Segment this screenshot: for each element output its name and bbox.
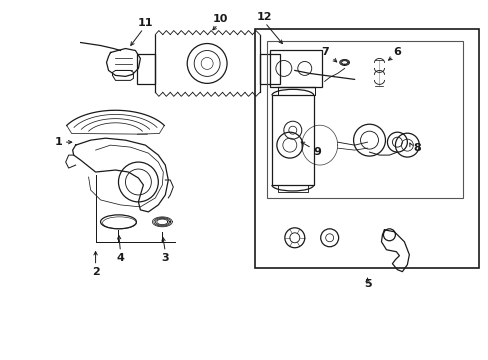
- Bar: [137, 54, 155, 84]
- Text: 1: 1: [55, 137, 62, 147]
- Text: 8: 8: [413, 143, 420, 153]
- Bar: [266, 41, 462, 198]
- Bar: [271, 95, 313, 185]
- Bar: [260, 54, 279, 84]
- Text: 11: 11: [137, 18, 153, 28]
- Text: 12: 12: [257, 12, 272, 22]
- Bar: [254, 28, 478, 268]
- Text: 3: 3: [161, 253, 169, 263]
- Text: 4: 4: [116, 253, 124, 263]
- Text: 9: 9: [313, 147, 321, 157]
- Text: 10: 10: [212, 14, 227, 24]
- Text: 7: 7: [320, 48, 328, 58]
- Text: 5: 5: [363, 279, 370, 289]
- Text: 6: 6: [393, 48, 401, 58]
- Text: 2: 2: [92, 267, 99, 276]
- Bar: [269, 50, 321, 87]
